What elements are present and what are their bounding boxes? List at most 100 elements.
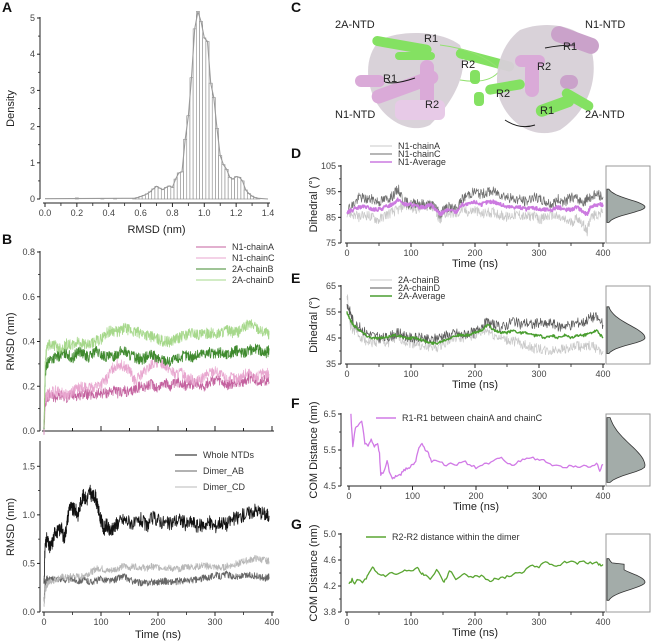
arrow-rotation: [544, 44, 576, 49]
label-2a-ntd-bottom: 2A-NTD: [585, 109, 625, 121]
series-line-dimer-cd: [43, 554, 270, 607]
marginal-histogram-f: [605, 413, 651, 487]
marginal-histogram-g: [605, 533, 651, 613]
y-tick-label: 4.2: [323, 581, 336, 591]
histogram-bar: [170, 187, 175, 200]
x-axis-label: RMSD (nm): [127, 224, 185, 236]
legend-label: N1-chainC: [398, 149, 441, 159]
y-axis-label: COM Distance (nm): [308, 401, 320, 498]
legend-label: Dimer_CD: [203, 482, 246, 492]
histogram-bar: [167, 185, 172, 200]
x-tick-label: 0.6: [134, 208, 147, 218]
y-axis-label: Dihedral (°): [308, 297, 320, 353]
series-line-2a-chaind: [346, 303, 604, 345]
x-tick-label: 0: [41, 617, 46, 627]
helix-green: [561, 88, 594, 111]
axes-b-top: 0.0 0.2 0.4 0.6 0.8 RMSD (nm): [5, 247, 274, 436]
axes-a: 0 1 2 3 4 5 0.0 0.2 0.4 0.6 0.8 1.0 1.2 1.4 RMSD (nm) D…: [5, 13, 274, 236]
histogram-frame: [605, 285, 651, 365]
series-line-dimer-ab: [43, 570, 270, 602]
y-axis-label: RMSD (nm): [5, 312, 17, 370]
structure-right: [384, 25, 599, 134]
series-line-n1-chainc: [43, 356, 270, 433]
label-2a-ntd-top: 2A-NTD: [335, 19, 375, 31]
series-line-n1-chaina: [43, 371, 270, 435]
histogram-bar: [221, 164, 226, 200]
y-tick-label: 75: [326, 238, 336, 248]
x-tick-label: 1.4: [262, 208, 275, 218]
histogram-frame: [605, 165, 651, 244]
histogram-density: [606, 306, 646, 354]
x-tick-label: 200: [467, 248, 482, 258]
legend-label: R2-R2 distance within the dimer: [392, 532, 520, 542]
y-tick-label: 5.0: [323, 529, 336, 539]
y-tick-label: 95: [326, 187, 336, 197]
series-line-2a-average: [346, 311, 604, 345]
legend-label: 2A-chainB: [398, 275, 440, 285]
series-group-d: [346, 184, 604, 237]
x-axis-label: Time (ns): [135, 629, 181, 641]
x-tick-label: 0.2: [71, 208, 84, 218]
histogram-bar: [224, 169, 229, 200]
x-tick-label: 400: [264, 617, 279, 627]
histogram-bar: [157, 187, 162, 200]
x-tick-label: 300: [532, 491, 547, 501]
histogram-bar: [205, 41, 210, 200]
y-tick-label: 45: [326, 333, 336, 343]
x-tick-label: 0.8: [166, 208, 179, 218]
x-tick-label: 300: [531, 248, 546, 258]
histogram-bar: [192, 28, 197, 200]
histogram-density: [606, 417, 646, 483]
y-tick-label: 3: [30, 85, 35, 95]
x-tick-label: 100: [405, 491, 420, 501]
helix-green: [372, 36, 432, 55]
legend-label: N1-chainA: [398, 141, 440, 151]
axes-d: 75 85 95 105 0 100 200 300 400 Time (ns) Dihedral …: [308, 161, 611, 270]
strand-pink: [395, 100, 445, 120]
x-tick-label: 400: [595, 248, 610, 258]
y-tick-label: 4.6: [323, 555, 336, 565]
helix-green: [395, 52, 435, 60]
series-line-r1-r1-between-chaina-and-chainc: [350, 413, 604, 480]
label-r1: R1: [563, 41, 577, 53]
x-tick-label: 100: [403, 617, 418, 627]
helix-pink: [560, 75, 578, 89]
series-line-2a-chainb: [346, 294, 604, 356]
histogram-bar: [154, 186, 159, 200]
helix-pink: [420, 60, 434, 110]
y-tick-label: 5: [30, 13, 35, 23]
panel-letter-e: E: [291, 270, 300, 286]
histogram-density: [606, 188, 646, 223]
series-line-n1-average: [346, 197, 604, 217]
x-tick-label: 100: [93, 617, 108, 627]
axes-g: 3.8 4.2 4.6 5.0 0 100 200 300 400 Time (ns) COM Di…: [308, 524, 611, 639]
helix-pink: [355, 75, 385, 87]
x-tick-label: 1.2: [230, 208, 243, 218]
legend-label: 2A-Average: [398, 291, 445, 301]
y-tick-label: 0.0: [22, 607, 35, 617]
legend-label: R1-R1 between chainA and chainC: [402, 413, 543, 423]
y-axis-label: Dihedral (°): [308, 177, 320, 233]
x-tick-label: 300: [531, 617, 546, 627]
y-tick-label: 65: [326, 281, 336, 291]
y-tick-label: 1.5: [22, 461, 35, 471]
histogram-bar: [202, 37, 207, 200]
axes-f: 4.5 5.5 6.5 0 100 200 300 400 Time (ns) COM Dista…: [308, 401, 611, 513]
y-tick-label: 85: [326, 212, 336, 222]
label-n1-ntd-bottom: N1-NTD: [335, 109, 375, 121]
histogram-bars: [44, 11, 269, 200]
x-tick-label: 100: [403, 248, 418, 258]
panel-letter-b: B: [2, 231, 12, 247]
y-tick-label: 6.5: [323, 409, 336, 419]
helix-pink: [551, 26, 599, 54]
series-group-e: [346, 294, 604, 356]
histogram-bar: [199, 21, 203, 200]
x-axis-label: Time (ns): [453, 501, 499, 513]
helix-pink: [525, 62, 539, 97]
y-tick-label: 105: [321, 161, 336, 171]
helix-green: [485, 79, 525, 95]
histogram-bar: [160, 189, 165, 200]
panel-letter-d: D: [291, 145, 301, 161]
